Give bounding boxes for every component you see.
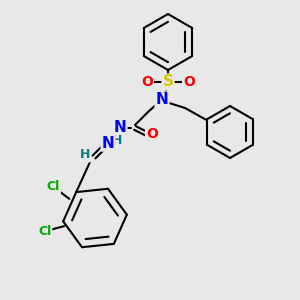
- Text: Cl: Cl: [38, 225, 51, 238]
- Text: O: O: [146, 127, 158, 141]
- Text: Cl: Cl: [47, 180, 60, 194]
- Text: N: N: [156, 92, 168, 107]
- Text: S: S: [163, 74, 173, 89]
- Text: H: H: [80, 148, 90, 161]
- Text: N: N: [114, 121, 126, 136]
- Text: N: N: [102, 136, 114, 151]
- Text: O: O: [183, 75, 195, 89]
- Text: H: H: [112, 134, 122, 148]
- Text: O: O: [141, 75, 153, 89]
